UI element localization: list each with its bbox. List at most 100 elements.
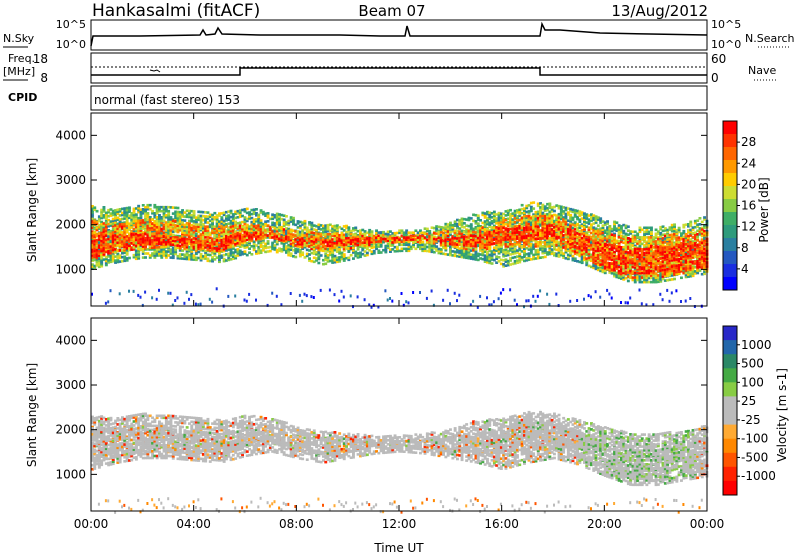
range-gate-cell [470, 223, 473, 226]
freq-label: Freq. [8, 52, 35, 65]
ground-scatter-cell [144, 291, 146, 294]
range-gate-cell [350, 254, 353, 257]
range-gate-cell [310, 222, 313, 225]
ground-scatter-cell [405, 300, 407, 303]
ground-scatter-cell [177, 296, 179, 299]
range-gate-cell [426, 228, 429, 231]
nsky-label: N.Sky [3, 32, 35, 45]
range-gate-cell [491, 262, 494, 265]
range-gate-cell [146, 212, 149, 215]
range-gate-cell [371, 230, 374, 233]
ground-scatter-cell [183, 302, 185, 305]
ground-scatter-cell [310, 295, 312, 298]
range-gate-cell [260, 219, 263, 222]
range-gate-cell [477, 222, 480, 225]
ground-scatter-cell [449, 302, 451, 305]
ground-scatter-cell [456, 299, 458, 302]
ground-scatter-cell [535, 300, 537, 303]
cpid-value: normal (fast stereo) 153 [94, 93, 240, 107]
range-gate-cell [518, 253, 521, 256]
range-gate-cell [103, 206, 106, 209]
ground-scatter-cell [525, 299, 527, 302]
ground-scatter-cell [454, 292, 456, 295]
ground-scatter-cell [227, 295, 229, 298]
ground-scatter-cell [209, 298, 211, 301]
ground-scatter-cell [248, 293, 250, 296]
nsky-tick-top: 10^5 [56, 18, 86, 31]
ground-scatter-cell [539, 289, 541, 292]
ground-scatter-cell [479, 295, 481, 298]
ground-scatter-cell [384, 289, 386, 292]
ground-scatter-cell [509, 288, 511, 291]
ground-scatter-cell [387, 299, 389, 302]
freq-tick-bottom: 8 [40, 71, 48, 85]
range-gate-cell [366, 252, 369, 255]
ground-scatter-cell [502, 288, 504, 291]
ground-scatter-cell [357, 295, 359, 298]
ground-scatter-cell [329, 289, 331, 292]
range-gate-cell [338, 248, 341, 251]
beam-title: Beam 07 [358, 2, 425, 20]
ground-scatter-cell [105, 302, 107, 305]
ground-scatter-cell [546, 293, 548, 296]
ground-scatter-cell [350, 294, 352, 297]
range-gate-cell [380, 251, 383, 254]
range-gate-cell [248, 247, 251, 250]
ground-scatter-cell [442, 299, 444, 302]
ground-scatter-cell [320, 289, 322, 292]
range-gate-cell [428, 230, 431, 233]
nsearch-tick-bottom: 10^0 [711, 38, 741, 51]
ground-scatter-cell [195, 303, 197, 306]
range-gate-cell [149, 204, 152, 207]
ground-scatter-cell [290, 292, 292, 295]
ground-scatter-cell [401, 292, 403, 295]
ground-scatter-cell [493, 300, 495, 303]
ground-scatter-cell [271, 292, 273, 295]
range-gate-cell [347, 257, 350, 260]
ground-scatter-cell [514, 299, 516, 302]
range-gate-cell [477, 214, 480, 217]
range-gate-cell [193, 210, 196, 213]
ground-scatter-cell [548, 303, 550, 306]
ground-scatter-cell [334, 293, 336, 296]
ground-scatter-cell [299, 294, 301, 297]
ground-scatter-cell [500, 292, 502, 295]
ground-scatter-cell [412, 291, 414, 294]
ground-scatter-cell [498, 297, 500, 300]
ground-scatter-cell [211, 301, 213, 304]
ground-scatter-cell [408, 301, 410, 304]
ground-scatter-cell [140, 296, 142, 299]
ground-scatter-cell [341, 290, 343, 293]
range-gate-cell [167, 210, 170, 213]
range-gate-cell [304, 220, 307, 223]
ground-scatter-cell [528, 299, 530, 302]
cpid-strip: CPID normal (fast stereo) 153 [8, 86, 707, 110]
range-gate-cell [479, 219, 482, 222]
range-gate-cell [493, 211, 496, 214]
nsky-tick-bottom: 10^0 [56, 38, 86, 51]
range-gate-cell [290, 252, 293, 255]
range-gate-cell [373, 250, 376, 253]
ground-scatter-cell [107, 300, 109, 303]
range-gate-cell [96, 210, 99, 213]
range-gate-cell [320, 254, 323, 257]
range-gate-cell [250, 253, 253, 256]
range-gate-cell [317, 262, 320, 265]
ground-scatter-cell [246, 300, 248, 303]
nave-tick-bottom: 0 [711, 71, 719, 85]
range-gate-cell [498, 256, 501, 259]
range-gate-cell [230, 210, 233, 213]
range-gate-cell [183, 219, 186, 222]
range-gate-cell [135, 213, 138, 216]
range-gate-cell [308, 257, 311, 260]
freq-strip: Freq. [MHz] 18 8 60 0 Nave [3, 52, 776, 85]
range-gate-cell [435, 245, 438, 248]
range-gate-cell [463, 222, 466, 225]
ground-scatter-cell [167, 292, 169, 295]
range-gate-cell [532, 201, 535, 204]
range-gate-cell [283, 219, 286, 222]
range-gate-cell [246, 208, 249, 211]
ground-scatter-cell [458, 294, 460, 297]
ground-scatter-cell [174, 299, 176, 302]
ground-scatter-cell [156, 298, 158, 301]
